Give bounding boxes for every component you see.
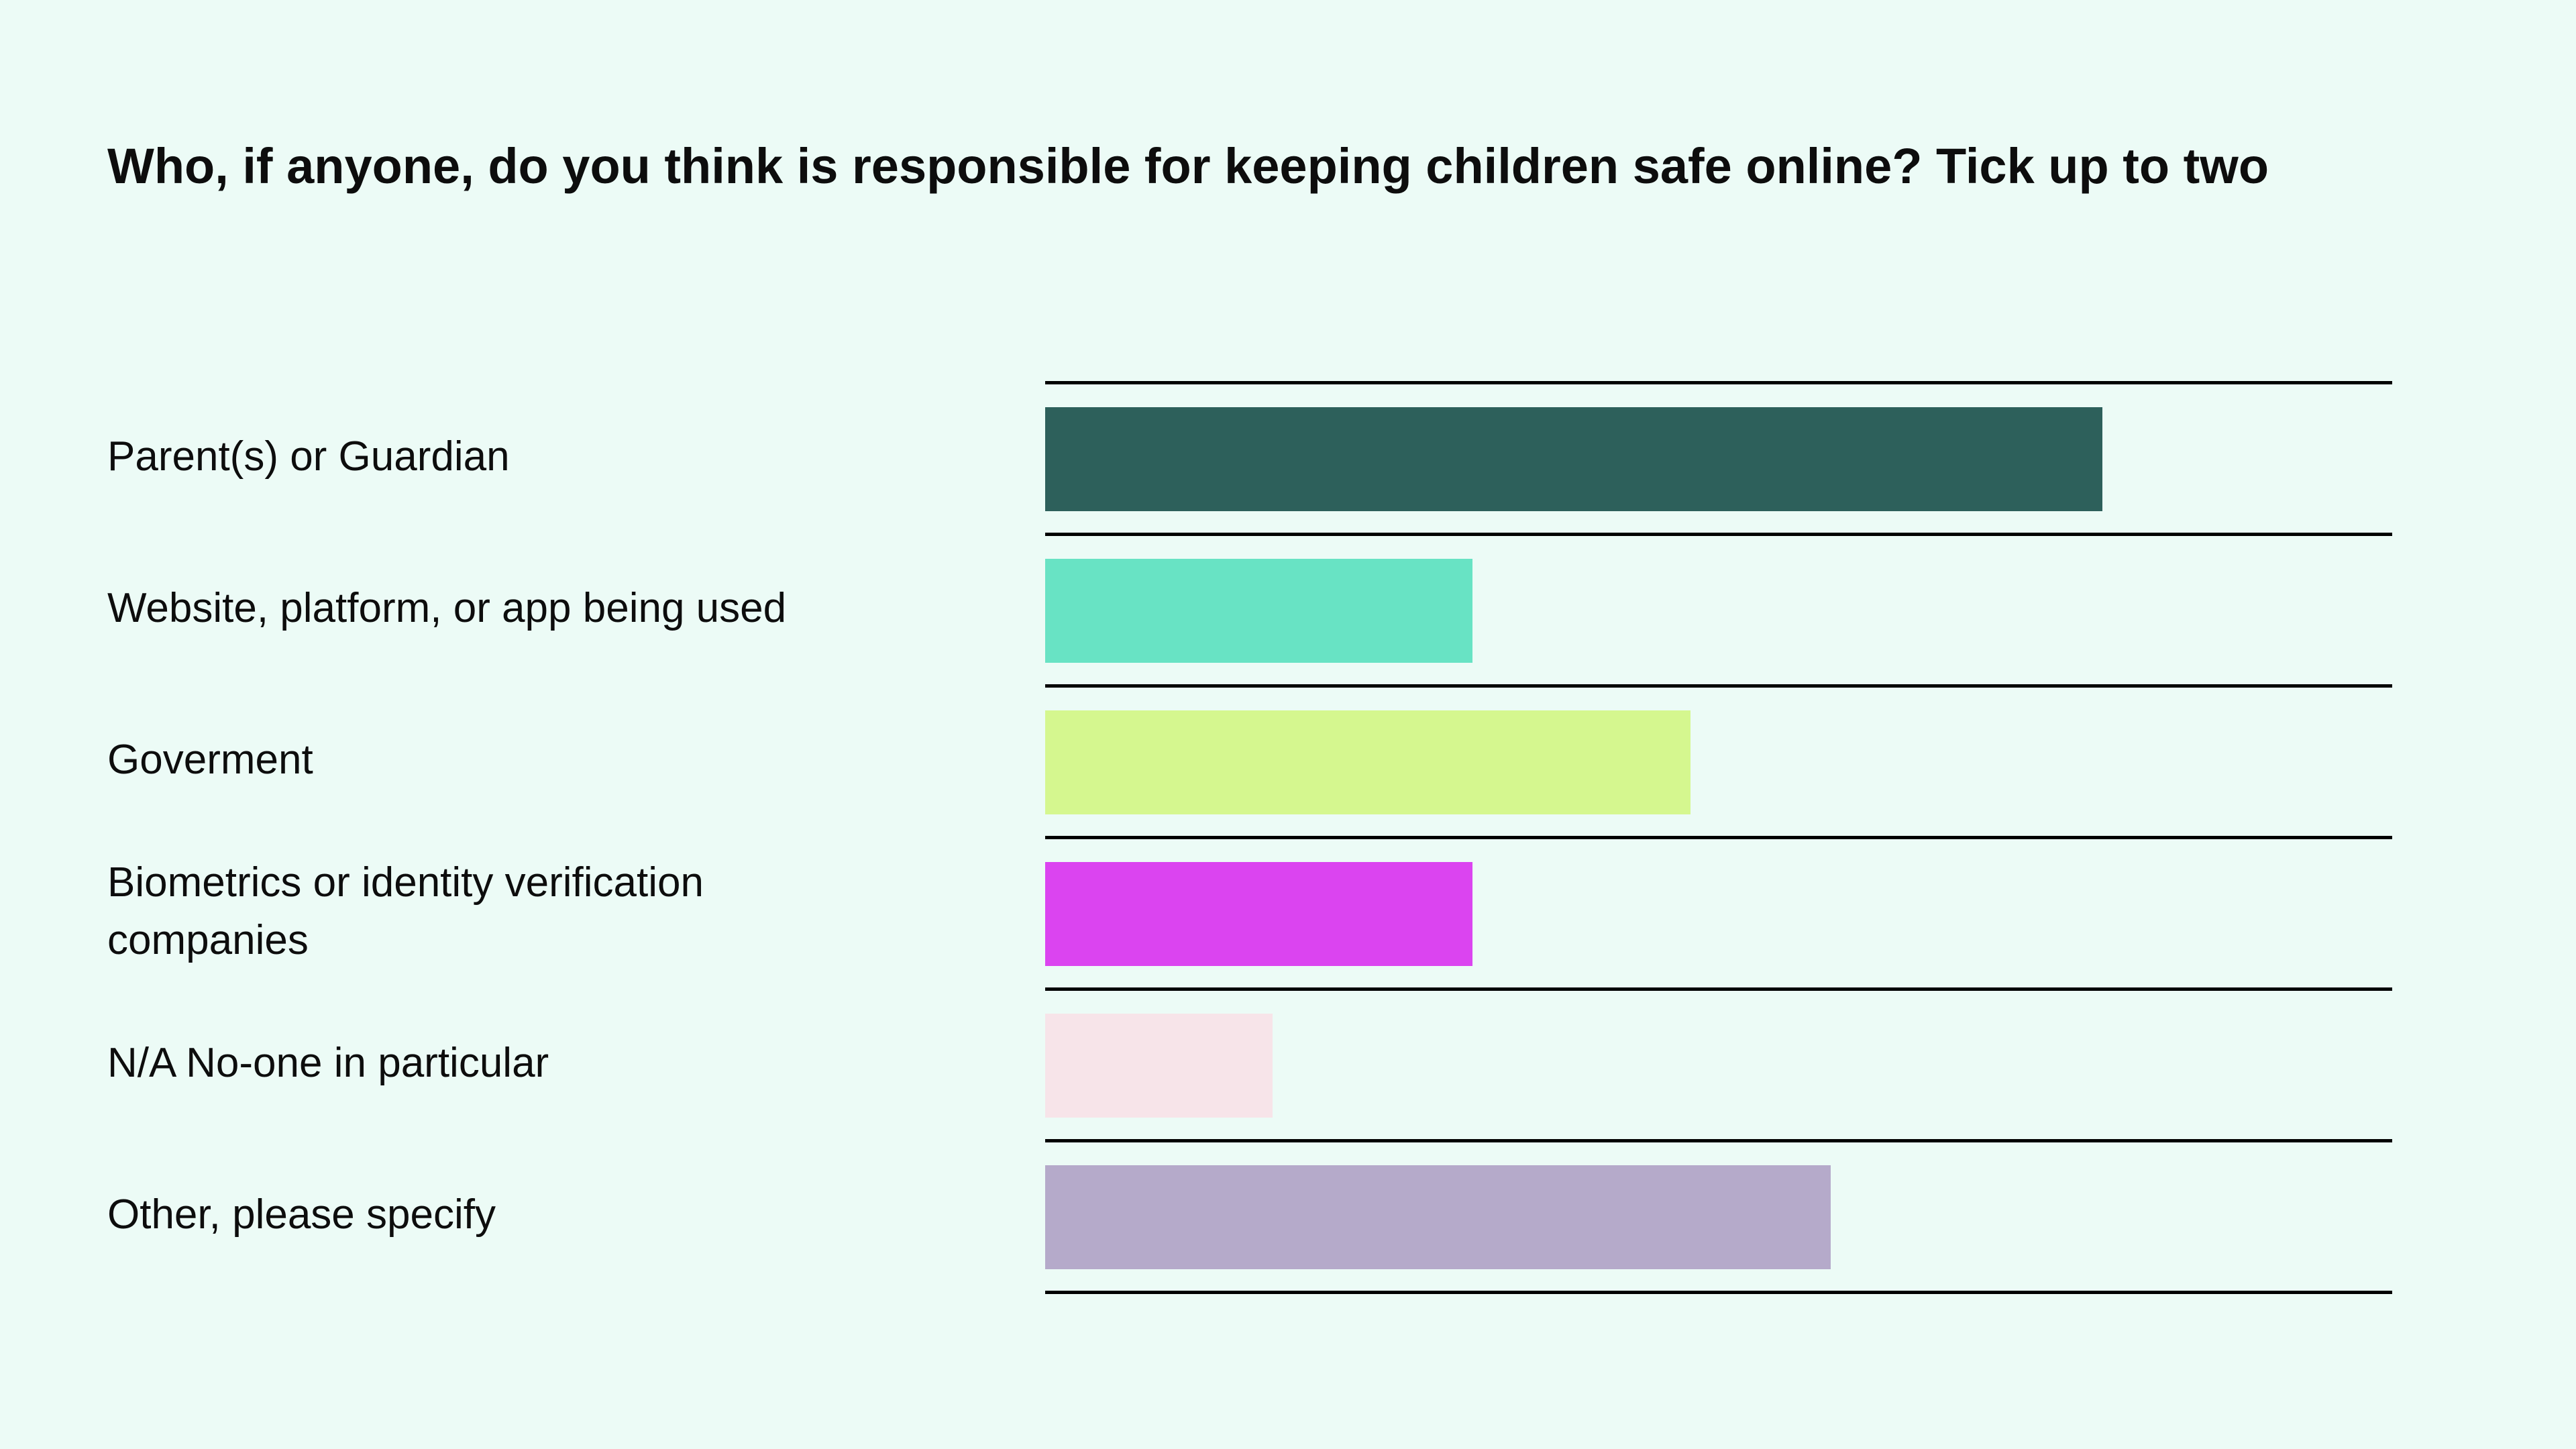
bar-government <box>1045 710 1690 814</box>
bottom-rule-line <box>1045 1291 2392 1294</box>
category-label-government: Goverment <box>107 737 313 784</box>
bar-track <box>1045 987 2392 1139</box>
category-label-biometrics: Biometrics or identity verification comp… <box>107 859 704 963</box>
category-label-other: Other, please specify <box>107 1191 496 1238</box>
category-label-website: Website, platform, or app being used <box>107 585 787 632</box>
bar-no-one <box>1045 1014 1273 1118</box>
chart-row-parents: Parent(s) or Guardian <box>107 381 2392 533</box>
bar-parents <box>1045 407 2103 511</box>
bar-biometrics <box>1045 862 1472 966</box>
bar-track <box>1045 533 2392 684</box>
bar-other <box>1045 1165 1831 1269</box>
bar-track <box>1045 381 2392 533</box>
chart-row-other: Other, please specify <box>107 1139 2392 1291</box>
bar-track <box>1045 684 2392 836</box>
chart-row-website: Website, platform, or app being used <box>107 533 2392 684</box>
chart-row-no-one: N/A No-one in particular <box>107 987 2392 1139</box>
chart-title: Who, if anyone, do you think is responsi… <box>107 138 2269 194</box>
chart-row-biometrics: Biometrics or identity verification comp… <box>107 836 2392 987</box>
chart-row-government: Goverment <box>107 684 2392 836</box>
bar-chart: Parent(s) or Guardian Website, platform,… <box>107 381 2392 1294</box>
category-label-parents: Parent(s) or Guardian <box>107 433 510 480</box>
bar-track <box>1045 1139 2392 1291</box>
bar-track <box>1045 836 2392 987</box>
category-label-no-one: N/A No-one in particular <box>107 1040 549 1087</box>
bar-website <box>1045 559 1472 663</box>
